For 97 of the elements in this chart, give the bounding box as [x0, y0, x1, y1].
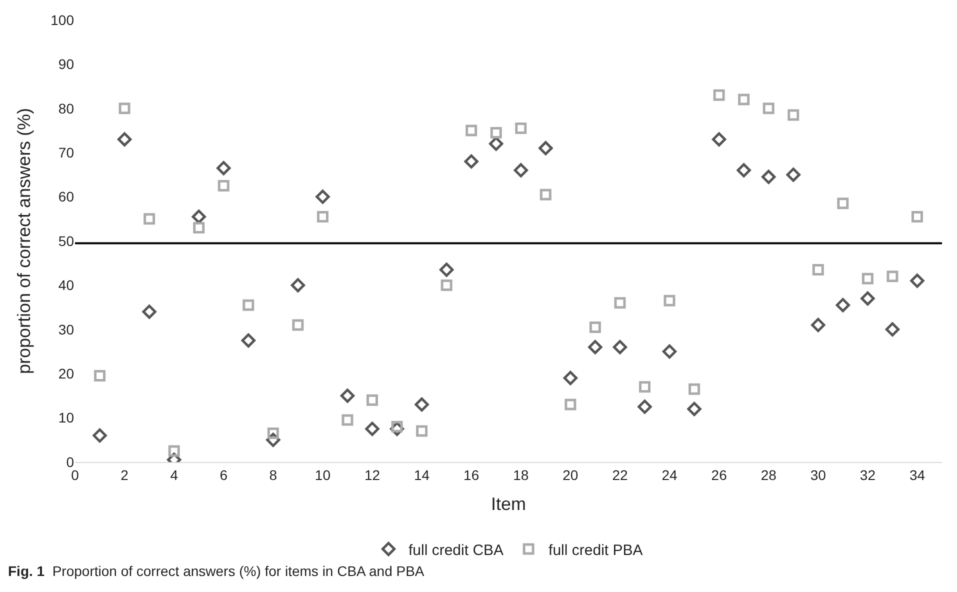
legend-label: full credit PBA [548, 542, 643, 559]
point [489, 136, 504, 151]
y-tick-label: 90 [58, 56, 74, 72]
point [713, 89, 725, 101]
point [612, 340, 628, 354]
point [860, 291, 875, 306]
y-tick-label: 50 [58, 232, 74, 249]
point [738, 94, 750, 106]
point [638, 381, 650, 393]
x-tick-label: 22 [612, 466, 628, 483]
x-tick-label: 12 [364, 466, 380, 483]
point [490, 126, 502, 138]
point [564, 398, 576, 410]
y-tick-label: 60 [58, 188, 74, 205]
point [589, 321, 601, 333]
point [144, 213, 156, 225]
point [142, 304, 156, 319]
point [316, 190, 330, 204]
point [117, 132, 132, 146]
x-tick-label: 2 [120, 466, 129, 483]
point [712, 132, 726, 146]
point [788, 109, 800, 121]
point [241, 333, 256, 348]
point [812, 264, 824, 276]
point [168, 445, 180, 457]
point [687, 402, 702, 416]
point [538, 141, 553, 156]
point [540, 188, 552, 200]
point [464, 154, 478, 169]
point [340, 388, 355, 403]
point [515, 122, 527, 134]
x-tick-label: 16 [464, 466, 480, 483]
point [193, 222, 205, 234]
point [614, 297, 626, 309]
y-tick-label: 40 [58, 277, 74, 294]
point [638, 400, 652, 414]
point [911, 210, 923, 222]
point [786, 168, 800, 182]
point [267, 428, 279, 440]
point [514, 163, 528, 178]
y-tick-label: 70 [58, 144, 74, 160]
point [416, 425, 428, 437]
y-tick-label: 100 [50, 12, 74, 28]
x-tick-label: 4 [170, 466, 178, 483]
point [290, 278, 306, 292]
x-tick-label: 26 [711, 466, 728, 483]
x-tick-label: 10 [314, 466, 331, 483]
point [216, 160, 231, 176]
legend-label: full credit CBA [408, 542, 504, 559]
point [862, 272, 874, 284]
y-axis-title: proportion of correct answers (%) [14, 108, 34, 374]
point [664, 294, 676, 306]
point [365, 422, 380, 436]
point [662, 344, 677, 359]
point [886, 270, 898, 282]
y-tick-label: 10 [58, 410, 74, 426]
x-tick-label: 24 [662, 466, 678, 483]
point [316, 210, 328, 222]
point [92, 428, 107, 443]
point [836, 298, 850, 312]
point [366, 394, 378, 406]
point [762, 170, 776, 184]
x-tick-label: 8 [269, 466, 278, 483]
point [811, 318, 826, 332]
x-tick-label: 28 [760, 466, 777, 483]
point [588, 340, 602, 354]
x-tick-label: 32 [860, 466, 876, 483]
caption: Fig. 1 Proportion of correct answers (%) for items in CBA and PBA [8, 563, 425, 579]
point [440, 279, 452, 291]
y-tick-label: 30 [58, 321, 74, 338]
point [563, 370, 578, 386]
point [242, 299, 254, 311]
point [414, 397, 429, 412]
point [342, 414, 354, 426]
point [736, 163, 751, 178]
point [885, 322, 900, 336]
y-tick-label: 20 [58, 366, 74, 382]
point [118, 102, 130, 114]
x-axis-title: Item [490, 494, 526, 514]
point [292, 319, 304, 331]
x-tick-label: 30 [810, 466, 826, 483]
x-tick-label: 14 [414, 466, 430, 483]
y-tick-label: 80 [58, 100, 74, 116]
point [762, 102, 774, 114]
point [910, 274, 924, 288]
x-tick-label: 6 [220, 466, 228, 483]
x-tick-label: 20 [562, 466, 578, 483]
x-tick-label: 18 [513, 466, 529, 483]
point [439, 262, 454, 277]
point [192, 210, 206, 224]
point [837, 198, 849, 210]
point [218, 180, 230, 192]
y-tick-label: 0 [66, 454, 74, 470]
point [466, 124, 478, 136]
x-tick-label: 34 [909, 466, 926, 483]
point [94, 370, 106, 382]
point [688, 383, 700, 395]
